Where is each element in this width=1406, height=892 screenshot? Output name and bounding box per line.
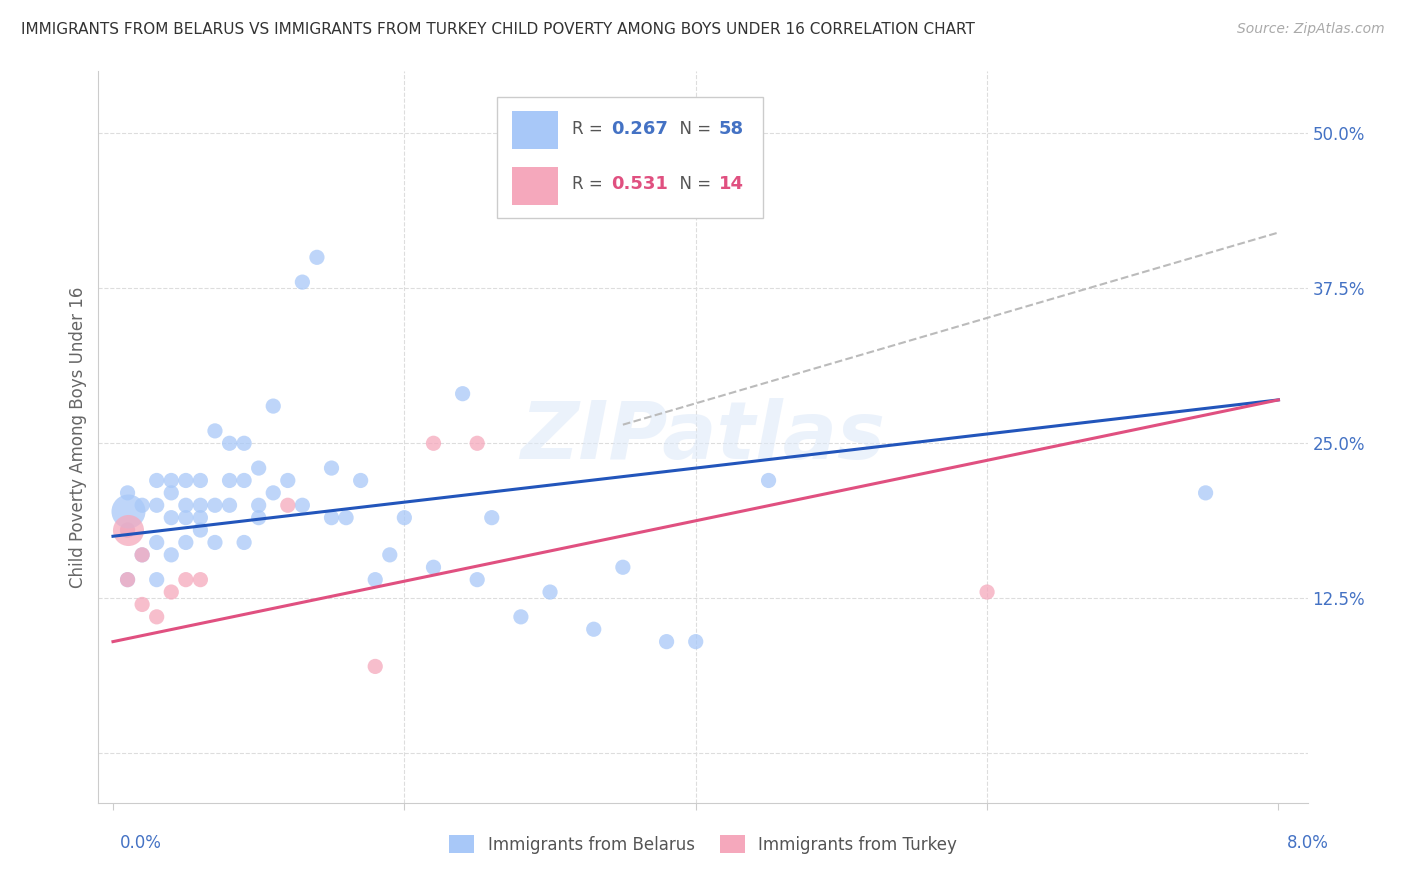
Point <box>305 250 328 264</box>
Text: 0.531: 0.531 <box>612 175 668 193</box>
Text: 58: 58 <box>718 120 744 137</box>
Point <box>976 585 998 599</box>
Point <box>131 548 153 562</box>
Point <box>160 510 183 524</box>
FancyBboxPatch shape <box>512 167 558 204</box>
Point <box>131 598 153 612</box>
Point <box>247 461 270 475</box>
Point <box>204 535 226 549</box>
Legend: Immigrants from Belarus, Immigrants from Turkey: Immigrants from Belarus, Immigrants from… <box>443 829 963 860</box>
Point <box>117 523 139 537</box>
Point <box>145 573 167 587</box>
Point <box>277 474 299 488</box>
Point <box>233 436 256 450</box>
Point <box>233 474 256 488</box>
Point <box>277 498 299 512</box>
Point <box>190 573 212 587</box>
Point <box>685 634 707 648</box>
Text: 8.0%: 8.0% <box>1286 834 1329 852</box>
Point <box>291 275 314 289</box>
Point <box>758 474 780 488</box>
Point <box>262 486 284 500</box>
Point <box>145 498 167 512</box>
Point <box>218 474 240 488</box>
Point <box>291 498 314 512</box>
Point <box>465 573 488 587</box>
Point <box>190 523 212 537</box>
Point <box>190 474 212 488</box>
Point <box>641 201 664 215</box>
Point <box>509 610 531 624</box>
Text: 0.267: 0.267 <box>612 120 668 137</box>
Point <box>131 548 153 562</box>
Point <box>117 523 139 537</box>
Point <box>655 634 678 648</box>
Point <box>481 510 503 524</box>
Point <box>145 535 167 549</box>
Text: N =: N = <box>669 175 717 193</box>
Point <box>335 510 357 524</box>
Point <box>364 659 387 673</box>
Text: Source: ZipAtlas.com: Source: ZipAtlas.com <box>1237 22 1385 37</box>
Text: 14: 14 <box>718 175 744 193</box>
Point <box>233 535 256 549</box>
Point <box>174 498 197 512</box>
FancyBboxPatch shape <box>512 111 558 149</box>
Point <box>131 498 153 512</box>
FancyBboxPatch shape <box>498 97 763 218</box>
Point <box>160 548 183 562</box>
Point <box>422 436 444 450</box>
Point <box>612 560 634 574</box>
Point <box>117 523 139 537</box>
Point <box>538 585 561 599</box>
Text: 0.0%: 0.0% <box>120 834 162 852</box>
Point <box>465 436 488 450</box>
Point <box>190 510 212 524</box>
Text: R =: R = <box>572 175 609 193</box>
Point <box>582 622 605 636</box>
Point <box>394 510 416 524</box>
Point <box>190 498 212 512</box>
Point <box>174 535 197 549</box>
Point <box>204 498 226 512</box>
Point <box>174 573 197 587</box>
Text: R =: R = <box>572 120 609 137</box>
Point <box>174 510 197 524</box>
Point <box>117 504 139 518</box>
Point <box>247 510 270 524</box>
Point <box>174 474 197 488</box>
Y-axis label: Child Poverty Among Boys Under 16: Child Poverty Among Boys Under 16 <box>69 286 87 588</box>
Point <box>321 461 343 475</box>
Text: ZIPatlas: ZIPatlas <box>520 398 886 476</box>
Point <box>160 474 183 488</box>
Point <box>204 424 226 438</box>
Text: N =: N = <box>669 120 717 137</box>
Point <box>262 399 284 413</box>
Text: IMMIGRANTS FROM BELARUS VS IMMIGRANTS FROM TURKEY CHILD POVERTY AMONG BOYS UNDER: IMMIGRANTS FROM BELARUS VS IMMIGRANTS FR… <box>21 22 974 37</box>
Point <box>117 573 139 587</box>
Point <box>218 436 240 450</box>
Point <box>218 498 240 512</box>
Point <box>145 610 167 624</box>
Point <box>350 474 373 488</box>
Point <box>451 386 474 401</box>
Point <box>247 498 270 512</box>
Point <box>321 510 343 524</box>
Point <box>1194 486 1216 500</box>
Point <box>364 573 387 587</box>
Point <box>145 474 167 488</box>
Point <box>160 486 183 500</box>
Point <box>117 486 139 500</box>
Point <box>160 585 183 599</box>
Point <box>422 560 444 574</box>
Point <box>117 573 139 587</box>
Point <box>378 548 401 562</box>
